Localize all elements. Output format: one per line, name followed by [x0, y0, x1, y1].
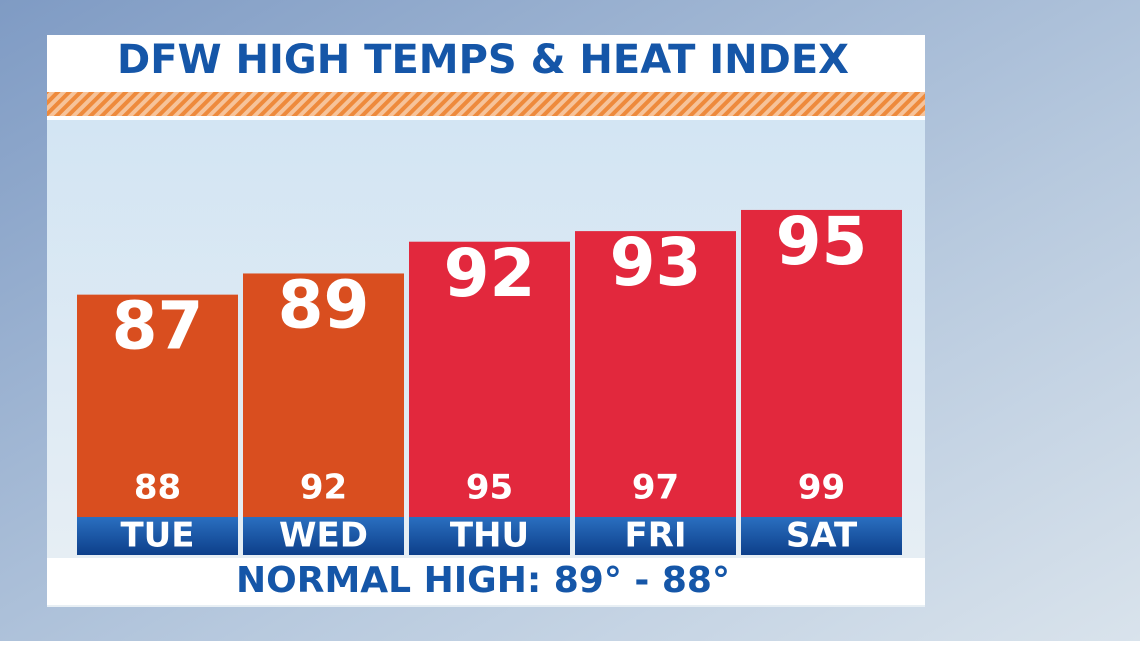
- heat-index-label: 92: [300, 468, 347, 508]
- value-label: 95: [776, 203, 868, 280]
- x-tick-label: FRI: [624, 516, 686, 556]
- x-tick-label: SAT: [786, 516, 858, 556]
- heat-index-label: 95: [466, 468, 513, 508]
- title-stripes: [47, 92, 925, 116]
- day-band: [409, 517, 570, 555]
- bar: [575, 231, 736, 517]
- day-band: [77, 517, 238, 555]
- footer-box: [47, 558, 925, 605]
- chart-title: DFW HIGH TEMPS & HEAT INDEX: [117, 37, 849, 83]
- footer: NORMAL HIGH: 89° - 88°: [236, 560, 730, 601]
- day-band: [243, 517, 404, 555]
- heat-index-label: 99: [798, 468, 845, 508]
- value-label: 87: [112, 288, 204, 365]
- bar: [77, 294, 238, 517]
- day-band: [575, 517, 736, 555]
- x-tick-label: THU: [450, 516, 529, 556]
- day-band: [741, 517, 902, 555]
- value-label: 92: [444, 235, 536, 312]
- heat-index-label: 88: [134, 468, 181, 508]
- value-label: 89: [278, 267, 370, 344]
- bar: [409, 241, 570, 518]
- bar: [243, 273, 404, 517]
- x-tick-label: WED: [279, 516, 368, 556]
- x-tick-label: TUE: [120, 516, 194, 556]
- value-label: 93: [610, 224, 702, 301]
- bar: [741, 209, 902, 518]
- heat-index-label: 97: [632, 468, 679, 508]
- title-box: [47, 35, 925, 92]
